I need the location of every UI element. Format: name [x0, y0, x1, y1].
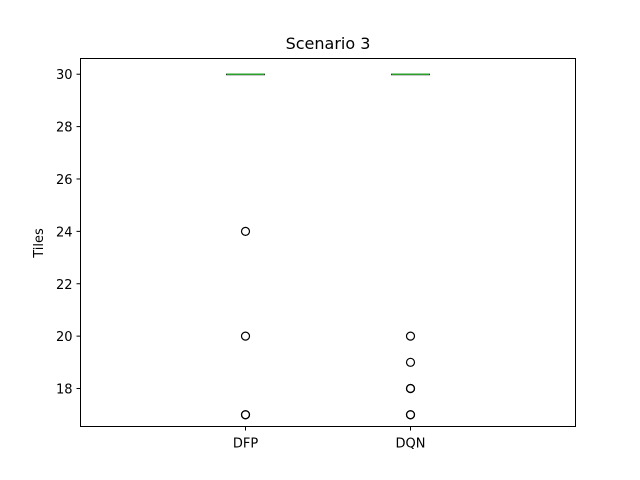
- outlier-point: [240, 331, 251, 341]
- outlier-point: [240, 410, 251, 420]
- outlier-point: [240, 226, 251, 236]
- outlier-point: [405, 357, 416, 367]
- plot-frame: [80, 58, 576, 427]
- outlier-point: [405, 410, 416, 420]
- y-tick-label: 26: [56, 173, 73, 188]
- y-tick-label: 24: [56, 225, 73, 240]
- y-axis-label: Tiles: [32, 228, 47, 259]
- y-tick-label: 28: [56, 121, 73, 136]
- y-tick-label: 30: [56, 68, 73, 83]
- outlier-point: [405, 331, 416, 341]
- y-tick-label: 20: [56, 330, 73, 345]
- x-tick-label: DQN: [396, 437, 426, 452]
- plot-area: 18 20 22 24 26 28 30 DFP DQN: [56, 68, 430, 452]
- y-tick-label: 22: [56, 278, 73, 293]
- outlier-point: [405, 383, 416, 394]
- x-tick-label: DFP: [233, 437, 258, 452]
- y-tick-label: 18: [56, 383, 73, 398]
- chart-title: Scenario 3: [286, 34, 371, 53]
